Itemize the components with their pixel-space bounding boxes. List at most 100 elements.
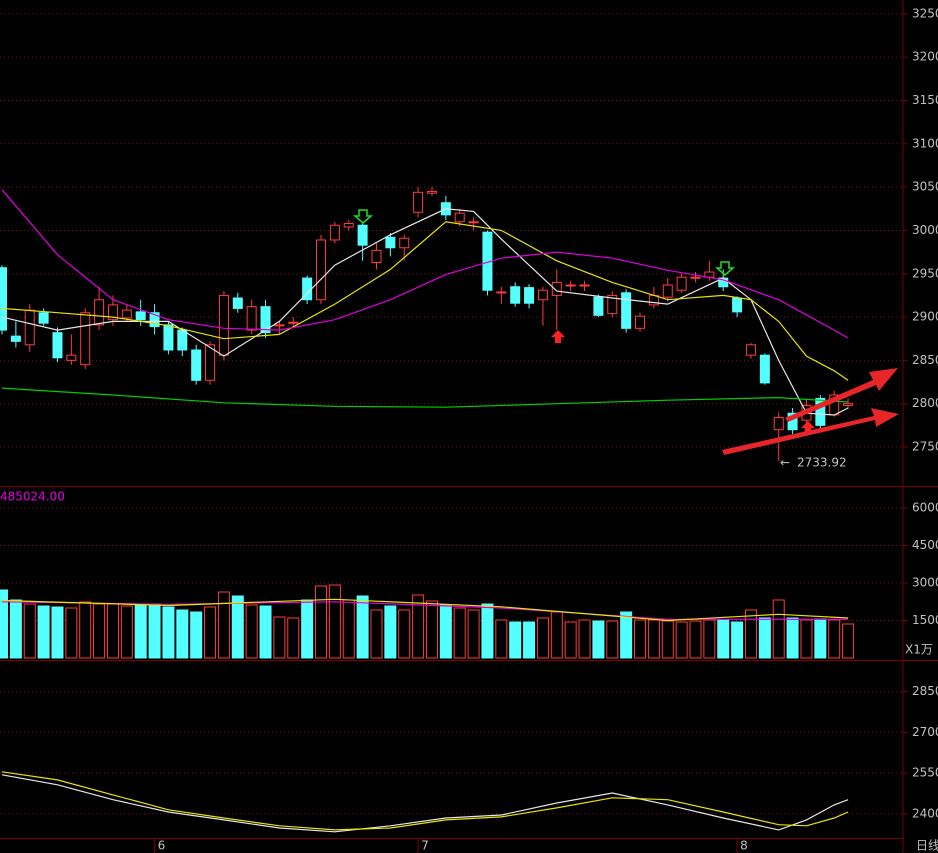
- volume-bar: [93, 603, 106, 659]
- volume-bar: [550, 611, 563, 659]
- y-tick-label: 2400: [912, 806, 938, 820]
- low-annotation: 2733.92: [797, 456, 847, 470]
- y-tick-label: 3200: [912, 50, 938, 64]
- volume-bar: [689, 620, 702, 659]
- y-tick-label: 4500: [912, 538, 938, 552]
- candle-body: [635, 315, 646, 329]
- volume-bar: [9, 599, 22, 659]
- volume-bar: [356, 595, 369, 659]
- candle-body: [177, 329, 188, 351]
- candle-body: [343, 223, 354, 228]
- y-tick-label: 2850: [912, 353, 938, 367]
- x-tick-label: 7: [421, 839, 429, 853]
- candle-body: [218, 294, 229, 356]
- volume-bar: [315, 585, 328, 659]
- volume-bar: [661, 620, 674, 659]
- candle-body: [621, 292, 632, 329]
- volume-bar: [758, 617, 771, 659]
- candle-body: [274, 324, 285, 327]
- volume-bar: [120, 605, 133, 659]
- x-tick-label: 8: [740, 839, 748, 853]
- candle-body: [107, 304, 118, 321]
- candle-body: [676, 276, 687, 291]
- volume-bar: [717, 619, 730, 659]
- volume-bar: [578, 619, 591, 659]
- candle-body: [468, 221, 479, 224]
- candle-body: [80, 312, 91, 366]
- y-tick-label: 2800: [912, 396, 938, 410]
- volume-bar: [384, 605, 397, 659]
- volume-bar: [592, 620, 605, 659]
- volume-bar: [744, 609, 757, 659]
- candle-body: [759, 354, 770, 384]
- indicator-line: [1, 598, 849, 622]
- candle-body: [0, 267, 7, 331]
- candle-body: [662, 284, 673, 298]
- y-tick-label: 3000: [912, 576, 938, 590]
- y-tick-label: 1500: [912, 613, 938, 627]
- y-tick-label: 3050: [912, 180, 938, 194]
- volume-bar: [273, 616, 286, 659]
- volume-bar: [814, 618, 827, 659]
- y-tick-label: 2900: [912, 310, 938, 324]
- volume-bar: [134, 604, 147, 659]
- volume-bar: [204, 606, 217, 659]
- y-tick-label: 2850: [912, 684, 938, 698]
- indicator-line: [1, 189, 849, 339]
- marks-layer: [0, 187, 855, 833]
- volume-bar: [703, 619, 716, 659]
- volume-unit: X1万: [905, 643, 933, 657]
- volume-bar: [425, 600, 438, 659]
- candle-body: [843, 403, 854, 406]
- volume-bar: [148, 603, 161, 659]
- volume-bar: [731, 621, 744, 659]
- y-tick-label: 2700: [912, 725, 938, 739]
- candle-body: [510, 286, 521, 304]
- volume-bar: [398, 609, 411, 659]
- volume-bar: [523, 621, 536, 659]
- volume-bar: [467, 609, 480, 659]
- candle-body: [413, 191, 424, 213]
- candle-body: [94, 299, 105, 326]
- volume-bar: [620, 611, 633, 659]
- candle-body: [163, 324, 174, 351]
- volume-bar: [800, 619, 813, 659]
- y-tick-label: 2750: [912, 440, 938, 454]
- candle-body: [357, 224, 368, 246]
- volume-bar: [217, 591, 230, 659]
- candle-body: [454, 212, 465, 223]
- candle-body: [205, 344, 216, 381]
- candle-body: [260, 306, 271, 334]
- indicator-line: [1, 221, 849, 381]
- x-tick-label: 6: [158, 839, 166, 853]
- candle-body: [10, 335, 21, 342]
- candle-body: [690, 276, 701, 279]
- volume-bar: [647, 619, 660, 659]
- trend-arrow: [722, 408, 899, 455]
- candle-body: [496, 291, 507, 294]
- candle-body: [371, 249, 382, 263]
- volume-bar: [481, 603, 494, 659]
- candle-body: [815, 398, 826, 426]
- candle-body: [745, 344, 756, 356]
- y-tick-label: 6000: [912, 501, 938, 515]
- candle-body: [38, 312, 49, 324]
- y-tick-label: 2550: [912, 766, 938, 780]
- volume-bar: [23, 603, 36, 659]
- candle-body: [232, 297, 243, 309]
- indicator-line: [1, 774, 849, 833]
- candle-body: [316, 239, 327, 301]
- volume-bar: [162, 606, 175, 659]
- candle-body: [537, 289, 548, 301]
- candle-body: [385, 236, 396, 249]
- volume-readout: 485024.00: [0, 490, 65, 504]
- candle-body: [149, 312, 160, 328]
- candle-body: [288, 321, 299, 324]
- candle-body: [135, 311, 146, 321]
- volume-bar: [176, 609, 189, 659]
- candle-body: [773, 417, 784, 431]
- candle-body: [52, 332, 63, 359]
- trend-arrow: [785, 368, 898, 422]
- volume-bar: [453, 607, 466, 659]
- low-marker-arrow: ←: [780, 456, 790, 470]
